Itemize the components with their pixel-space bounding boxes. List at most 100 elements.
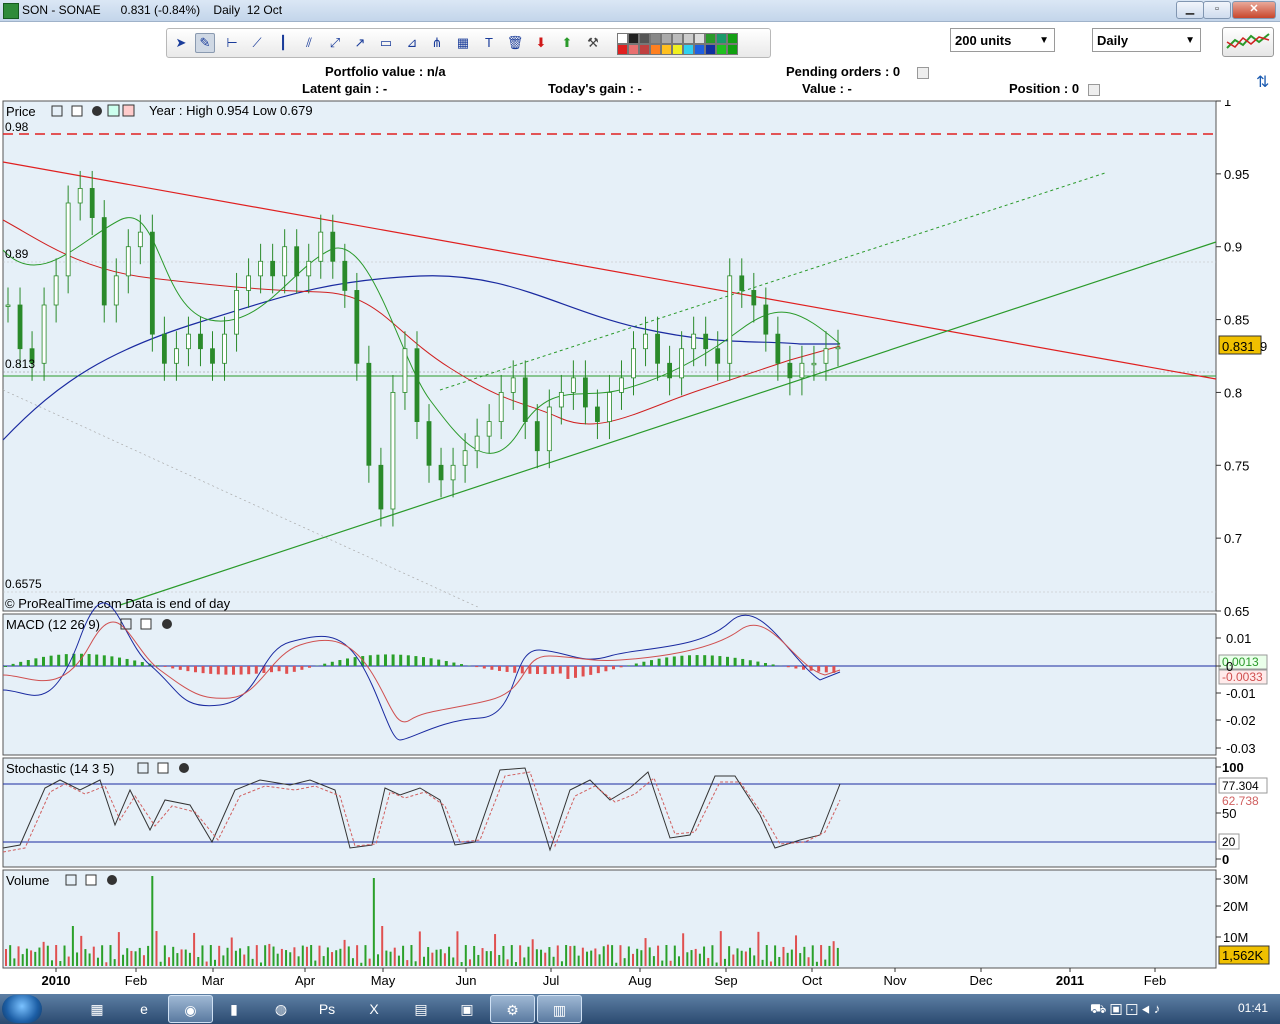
indicators-button[interactable]: [1222, 27, 1274, 57]
maximize-button[interactable]: ▫: [1203, 1, 1231, 19]
terminal-icon[interactable]: ▣: [460, 1001, 474, 1017]
color-swatch[interactable]: [716, 44, 727, 55]
ruler-icon[interactable]: ✎: [195, 33, 215, 53]
start-button[interactable]: [2, 995, 42, 1023]
window-icon[interactable]: [140, 618, 152, 630]
wrench-icon[interactable]: [120, 618, 132, 630]
color-swatch[interactable]: [683, 33, 694, 44]
wrench-icon[interactable]: [137, 762, 149, 774]
color-swatch[interactable]: [628, 33, 639, 44]
channel-icon[interactable]: ⫽: [306, 35, 312, 50]
color-swatch[interactable]: [672, 44, 683, 55]
excel-icon[interactable]: X: [369, 1001, 379, 1017]
tool-icon[interactable]: ⚙: [490, 995, 535, 1023]
color-swatch[interactable]: [705, 44, 716, 55]
tray-icons[interactable]: ⛟ ▣ ⊡ ◂ ♪: [1090, 1001, 1161, 1016]
wrench-icon[interactable]: [65, 874, 77, 886]
close-button[interactable]: ✕: [1232, 1, 1276, 19]
desktop-icon[interactable]: ▦: [90, 1001, 104, 1017]
color-swatch[interactable]: [617, 44, 628, 55]
color-swatch[interactable]: [639, 33, 650, 44]
photoshop-icon[interactable]: Ps: [318, 1001, 336, 1017]
collapse-icon[interactable]: [122, 104, 135, 117]
color-swatch[interactable]: [727, 44, 738, 55]
color-swatch[interactable]: [661, 44, 672, 55]
expand-icon[interactable]: [107, 104, 120, 117]
text-icon[interactable]: T: [485, 35, 493, 50]
orders-icon[interactable]: [917, 67, 929, 79]
firefox-icon[interactable]: ◍: [274, 1001, 288, 1017]
last-volume-value: 1,562K: [1222, 948, 1264, 963]
ie-icon[interactable]: e: [140, 1001, 148, 1017]
parallel-icon[interactable]: ⤢: [329, 35, 341, 50]
fan-icon[interactable]: ⋔: [431, 35, 443, 50]
refresh-icon[interactable]: ⇅: [1256, 74, 1270, 91]
moving-average-20[interactable]: [2, 217, 841, 454]
volume-bar: [5, 949, 7, 966]
color-swatch[interactable]: [672, 33, 683, 44]
close-panel-icon[interactable]: [107, 875, 117, 885]
color-palette[interactable]: [615, 32, 767, 55]
macd-bar: [26, 659, 30, 666]
color-swatch[interactable]: [694, 33, 705, 44]
color-swatch[interactable]: [727, 33, 738, 44]
ascending-trendline[interactable]: [119, 241, 1217, 606]
color-swatch[interactable]: [661, 33, 672, 44]
stochastic-k-line[interactable]: [2, 767, 841, 852]
prorealtime-icon[interactable]: ▥: [537, 995, 582, 1023]
stochastic-d-line[interactable]: [2, 771, 841, 853]
color-swatch[interactable]: [650, 33, 661, 44]
chart-svg[interactable]: Price Year : High 0.954 Low 0.679 0.98 0…: [0, 94, 1280, 992]
window-icon[interactable]: [157, 762, 169, 774]
volume-bar: [397, 955, 400, 966]
folder-icon[interactable]: ▤: [414, 1001, 428, 1017]
price-panel[interactable]: [2, 100, 1217, 612]
price-candles[interactable]: [5, 170, 841, 527]
color-swatch[interactable]: [628, 44, 639, 55]
macd-panel[interactable]: [2, 613, 1217, 756]
trendline-icon[interactable]: ⟋: [252, 35, 262, 50]
color-swatch[interactable]: [650, 44, 661, 55]
vertical-line-icon[interactable]: ┃: [279, 35, 287, 50]
horizontal-line-icon[interactable]: ⊢: [226, 35, 238, 50]
volume-bar: [573, 945, 576, 966]
wrench-icon[interactable]: [51, 105, 63, 117]
chart-area[interactable]: Price Year : High 0.954 Low 0.679 0.98 0…: [0, 94, 1280, 992]
chrome-icon[interactable]: ◉: [168, 995, 213, 1023]
close-panel-icon[interactable]: [92, 106, 102, 116]
color-swatch[interactable]: [694, 44, 705, 55]
macd-line[interactable]: [2, 602, 841, 741]
color-swatch[interactable]: [683, 44, 694, 55]
channel-dotted-line[interactable]: [439, 172, 1106, 391]
window-icon[interactable]: [85, 874, 97, 886]
stochastic-panel[interactable]: [2, 757, 1217, 868]
volume-bars[interactable]: [5, 876, 839, 966]
minimize-button[interactable]: ▁: [1176, 1, 1204, 19]
tools-icon[interactable]: ⚒: [587, 35, 599, 50]
pointer-icon[interactable]: ➤: [175, 35, 187, 50]
close-panel-icon[interactable]: [179, 763, 189, 773]
volume-panel[interactable]: [2, 869, 1217, 969]
macd-signal-line[interactable]: [2, 621, 841, 723]
color-swatch[interactable]: [716, 33, 727, 44]
color-swatch[interactable]: [617, 33, 628, 44]
descending-trendline[interactable]: [2, 161, 1217, 380]
position-icon[interactable]: [1088, 84, 1100, 96]
pdf-icon[interactable]: ▮: [230, 1001, 238, 1017]
period-select[interactable]: Daily ▼: [1092, 28, 1201, 52]
buy-arrow-icon[interactable]: ⬆: [561, 35, 573, 50]
arrow-line-icon[interactable]: ↗: [354, 35, 366, 50]
gann-icon[interactable]: ▦: [456, 35, 470, 50]
close-panel-icon[interactable]: [162, 619, 172, 629]
color-swatch[interactable]: [639, 44, 650, 55]
fibonacci-icon[interactable]: ⊿: [406, 35, 418, 50]
units-select[interactable]: 200 units ▼: [950, 28, 1055, 52]
macd-histogram[interactable]: [4, 653, 836, 679]
macd-bar: [102, 655, 106, 666]
sell-arrow-icon[interactable]: ⬇: [535, 35, 547, 50]
color-swatch[interactable]: [705, 33, 716, 44]
trash-icon[interactable]: 🗑: [506, 35, 524, 50]
rectangle-icon[interactable]: ▭: [379, 35, 393, 50]
window-icon[interactable]: [71, 105, 83, 117]
moving-average-50[interactable]: [2, 219, 841, 425]
